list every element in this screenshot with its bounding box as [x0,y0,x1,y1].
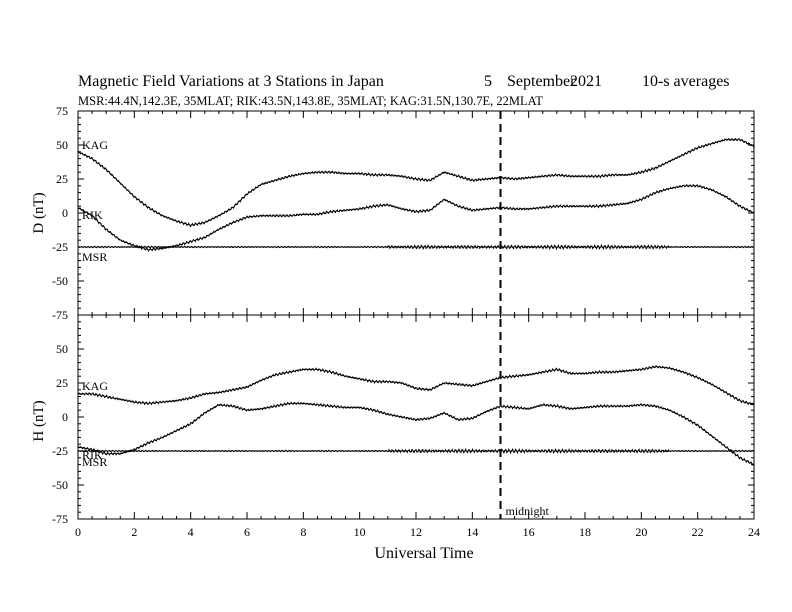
y-tick-label: -75 [52,512,68,526]
midnight-label: midnight [506,504,550,518]
y-tick-label: -25 [52,240,68,254]
y-tick-label: -50 [52,478,68,492]
series-line-kag [77,137,755,228]
x-tick-label: 8 [300,525,306,539]
panel-frame [77,314,755,520]
x-tick-label: 22 [692,525,704,539]
series-line-rik [77,401,754,467]
y-tick-label: -50 [52,274,68,288]
chart-title: Magnetic Field Variations at 3 Stations … [78,73,384,90]
averaging-label: 10-s averages [642,73,730,90]
date-day: 5 [484,73,492,90]
y-axis-label: H (nT) [31,400,47,441]
x-tick-label: 24 [748,525,760,539]
series-label-msr: MSR [82,250,107,264]
series-line-msr [77,243,755,251]
x-tick-label: 18 [579,525,591,539]
stations-line: MSR:44.4N,142.3E, 35MLAT; RIK:43.5N,143.… [78,94,543,108]
series-line-rik [77,184,755,253]
x-tick-label: 16 [523,525,535,539]
y-axis-label: D (nT) [31,192,47,233]
panel-frame [77,110,755,316]
y-tick-label: 25 [56,172,68,186]
x-tick-label: 0 [75,525,81,539]
x-tick-label: 2 [131,525,137,539]
date-month: September [507,73,576,90]
y-tick-label: 0 [62,206,68,220]
series-line-msr [77,447,755,455]
x-tick-label: 6 [244,525,250,539]
y-tick-label: 75 [56,104,68,118]
x-tick-label: 4 [188,525,194,539]
d-panel: 75 50 25 0 -25 -50 -75 D (nT) KAG RIK MSR [31,104,755,322]
y-tick-label: -75 [52,308,68,322]
series-line-kag [77,364,754,406]
x-tick-label: 14 [466,525,478,539]
x-axis-label: Universal Time [374,545,473,562]
series-label-kag: KAG [82,138,108,152]
y-tick-label: 25 [56,376,68,390]
y-tick-label: 0 [62,410,68,424]
series-label-kag: KAG [82,379,108,393]
series-label-rik: RIK [82,208,103,222]
x-tick-label: 20 [635,525,647,539]
y-tick-label: -25 [52,444,68,458]
x-tick-label: 10 [354,525,366,539]
x-tick-label: 12 [410,525,422,539]
date-year: 2021 [570,73,602,90]
series-label-msr: MSR [82,455,107,469]
y-tick-label: 50 [56,138,68,152]
y-tick-label: 50 [56,342,68,356]
